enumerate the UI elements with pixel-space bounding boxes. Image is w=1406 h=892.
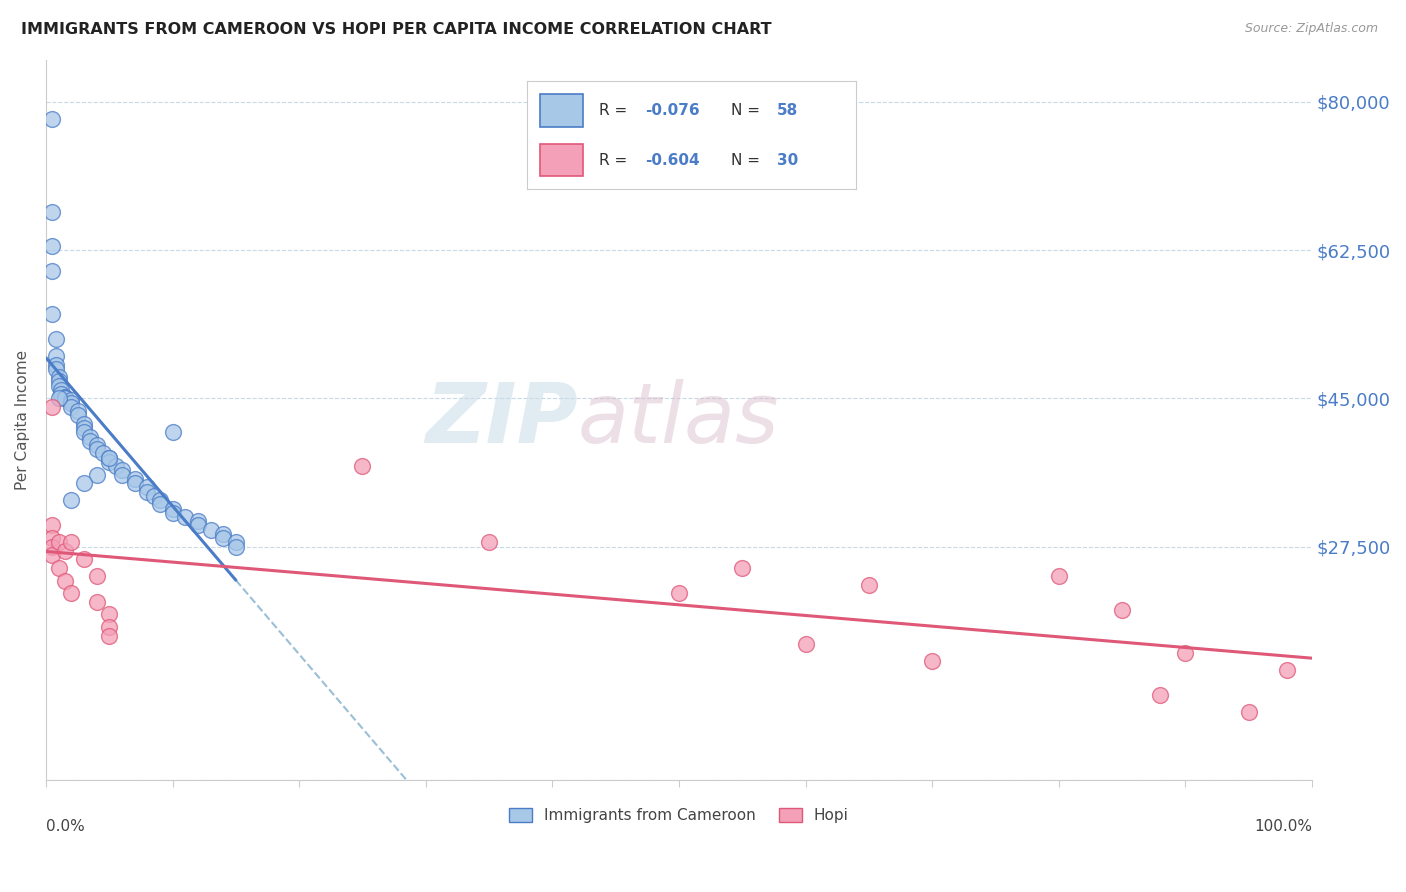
- Point: [41, 548, 63, 562]
- Point: [162, 425, 184, 440]
- Point: [91, 446, 114, 460]
- Point: [794, 637, 817, 651]
- Point: [51, 383, 73, 397]
- Point: [60, 393, 83, 408]
- Point: [86, 442, 108, 457]
- Legend: Immigrants from Cameroon, Hopi: Immigrants from Cameroon, Hopi: [503, 802, 855, 830]
- Point: [60, 400, 83, 414]
- Point: [73, 417, 96, 431]
- Text: 100.0%: 100.0%: [1254, 819, 1312, 834]
- Point: [136, 484, 159, 499]
- Point: [124, 476, 146, 491]
- Point: [53, 574, 76, 588]
- Point: [149, 497, 172, 511]
- Point: [142, 489, 165, 503]
- Point: [48, 375, 70, 389]
- Point: [98, 455, 121, 469]
- Point: [858, 578, 880, 592]
- Point: [86, 569, 108, 583]
- Point: [1275, 663, 1298, 677]
- Point: [98, 450, 121, 465]
- Text: 0.0%: 0.0%: [46, 819, 84, 834]
- Point: [921, 654, 943, 668]
- Point: [1149, 688, 1171, 702]
- Point: [212, 527, 235, 541]
- Point: [86, 438, 108, 452]
- Point: [1047, 569, 1070, 583]
- Point: [53, 391, 76, 405]
- Point: [48, 561, 70, 575]
- Point: [98, 620, 121, 634]
- Point: [73, 552, 96, 566]
- Point: [73, 425, 96, 440]
- Point: [48, 392, 70, 406]
- Point: [212, 531, 235, 545]
- Point: [45, 349, 67, 363]
- Point: [41, 400, 63, 414]
- Point: [86, 467, 108, 482]
- Point: [162, 506, 184, 520]
- Text: ZIP: ZIP: [425, 379, 578, 460]
- Point: [48, 378, 70, 392]
- Text: atlas: atlas: [578, 379, 779, 460]
- Point: [73, 476, 96, 491]
- Point: [60, 535, 83, 549]
- Point: [66, 409, 89, 423]
- Point: [731, 561, 754, 575]
- Point: [41, 239, 63, 253]
- Point: [187, 514, 209, 528]
- Point: [225, 535, 247, 549]
- Point: [111, 467, 134, 482]
- Point: [162, 501, 184, 516]
- Point: [352, 459, 374, 474]
- Point: [45, 361, 67, 376]
- Point: [98, 607, 121, 622]
- Text: Source: ZipAtlas.com: Source: ZipAtlas.com: [1244, 22, 1378, 36]
- Point: [136, 480, 159, 494]
- Point: [98, 629, 121, 643]
- Point: [668, 586, 690, 600]
- Point: [53, 392, 76, 406]
- Y-axis label: Per Capita Income: Per Capita Income: [15, 350, 30, 490]
- Point: [45, 358, 67, 372]
- Point: [1111, 603, 1133, 617]
- Point: [149, 493, 172, 508]
- Point: [73, 421, 96, 435]
- Point: [48, 535, 70, 549]
- Point: [53, 544, 76, 558]
- Point: [187, 518, 209, 533]
- Point: [60, 493, 83, 508]
- Point: [53, 390, 76, 404]
- Point: [104, 459, 127, 474]
- Point: [60, 586, 83, 600]
- Point: [174, 510, 197, 524]
- Point: [60, 395, 83, 409]
- Point: [41, 307, 63, 321]
- Point: [51, 387, 73, 401]
- Text: IMMIGRANTS FROM CAMEROON VS HOPI PER CAPITA INCOME CORRELATION CHART: IMMIGRANTS FROM CAMEROON VS HOPI PER CAP…: [21, 22, 772, 37]
- Point: [41, 264, 63, 278]
- Point: [41, 112, 63, 126]
- Point: [200, 523, 222, 537]
- Point: [41, 205, 63, 219]
- Point: [79, 434, 101, 448]
- Point: [41, 518, 63, 533]
- Point: [41, 540, 63, 554]
- Point: [79, 429, 101, 443]
- Point: [66, 404, 89, 418]
- Point: [86, 595, 108, 609]
- Point: [1237, 705, 1260, 719]
- Point: [124, 472, 146, 486]
- Point: [111, 463, 134, 477]
- Point: [98, 450, 121, 465]
- Point: [45, 332, 67, 346]
- Point: [48, 370, 70, 384]
- Point: [41, 531, 63, 545]
- Point: [225, 540, 247, 554]
- Point: [478, 535, 501, 549]
- Point: [1174, 646, 1197, 660]
